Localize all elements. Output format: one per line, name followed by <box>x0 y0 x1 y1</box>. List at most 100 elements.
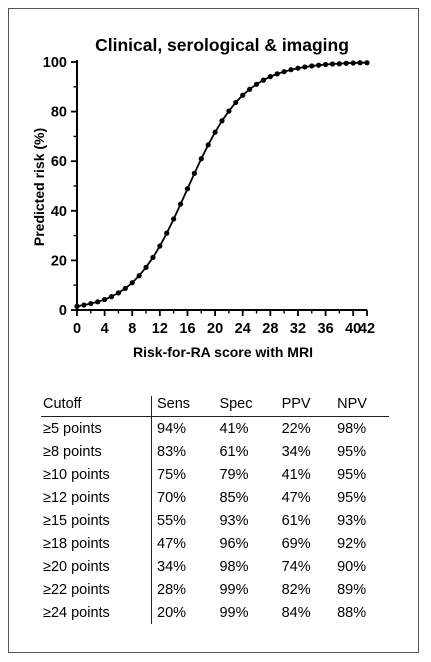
data-point <box>74 303 80 309</box>
cell-spec: 41% <box>219 420 249 437</box>
x-tick-label: 24 <box>235 321 251 337</box>
figure-frame <box>8 8 419 653</box>
data-point <box>219 118 225 124</box>
data-point <box>350 60 356 66</box>
cell-ppv: 22% <box>281 420 311 437</box>
y-tick-label: 80 <box>51 105 67 121</box>
series-line <box>76 61 367 308</box>
data-point <box>102 296 108 303</box>
cell-npv: 92% <box>337 535 367 552</box>
cell-spec: 96% <box>219 535 249 552</box>
data-point <box>302 64 308 70</box>
data-point <box>212 129 218 135</box>
y-tick-label: 60 <box>51 154 67 170</box>
cell-cutoff: ≥22 points <box>43 581 110 598</box>
cell-ppv: 69% <box>281 535 311 552</box>
cell-cutoff: ≥24 points <box>43 604 110 621</box>
data-point <box>295 65 301 71</box>
cell-sens: 94% <box>151 416 215 440</box>
x-tick-label: 20 <box>207 321 223 337</box>
cell-sens: 55% <box>151 509 215 532</box>
cell-cutoff: ≥15 points <box>43 512 110 529</box>
data-point <box>122 285 128 292</box>
data-point <box>226 108 232 114</box>
cell-cutoff: ≥10 points <box>43 466 110 483</box>
table-row: ≥12 points 70% 85% 47% 95% <box>41 486 389 509</box>
y-tick-label: 100 <box>43 55 67 71</box>
y-tick-label: 40 <box>51 204 67 220</box>
data-point <box>343 60 349 66</box>
table-row: ≥24 points 20% 99% 84% 88% <box>41 601 389 624</box>
data-point <box>81 302 87 308</box>
data-point <box>364 60 370 66</box>
chart-title: Clinical, serological & imaging <box>95 35 349 55</box>
data-point <box>205 142 211 148</box>
data-point <box>233 99 239 106</box>
data-point <box>95 299 101 305</box>
table-row: ≥8 points 83% 61% 34% 95% <box>41 440 389 463</box>
data-point <box>240 92 246 98</box>
data-point <box>357 60 363 66</box>
cell-sens: 75% <box>151 463 215 486</box>
data-point <box>108 294 115 300</box>
table-row: ≥20 points 34% 98% 74% 90% <box>41 555 389 578</box>
table-header-row: Cutoff Sens Spec PPV NPV <box>41 396 389 417</box>
header-npv: NPV <box>332 396 389 417</box>
cell-ppv: 61% <box>281 512 311 529</box>
y-tick-label: 0 <box>59 303 67 319</box>
table-row: ≥5 points 94% 41% 22% 98% <box>41 416 389 440</box>
header-spec: Spec <box>214 396 277 417</box>
cell-spec: 93% <box>219 512 249 529</box>
header-cutoff: Cutoff <box>41 396 152 417</box>
data-point <box>336 61 342 67</box>
cell-sens: 20% <box>151 601 215 624</box>
data-point <box>136 273 142 279</box>
x-tick-label: 28 <box>262 321 278 337</box>
cell-sens: 83% <box>151 440 215 463</box>
data-point <box>247 86 253 92</box>
cell-ppv: 34% <box>281 443 311 460</box>
data-point <box>288 67 294 73</box>
cell-spec: 98% <box>219 558 249 575</box>
data-point <box>177 201 184 207</box>
y-tick-label: 20 <box>51 253 67 269</box>
cell-sens: 34% <box>151 555 215 578</box>
data-point <box>198 156 204 162</box>
cell-cutoff: ≥12 points <box>43 489 110 506</box>
data-point <box>129 280 135 286</box>
cell-sens: 28% <box>151 578 215 601</box>
data-point <box>267 74 273 80</box>
table-row: ≥18 points 47% 96% 69% 92% <box>41 532 389 555</box>
data-point <box>164 230 170 236</box>
x-tick-label: 32 <box>290 321 306 337</box>
data-point <box>281 69 287 75</box>
cell-spec: 99% <box>219 581 249 598</box>
data-point <box>329 61 336 67</box>
data-point <box>253 81 260 87</box>
table-row: ≥10 points 75% 79% 41% 95% <box>41 463 389 486</box>
x-tick-label: 40 <box>345 321 361 337</box>
x-tick-label: 36 <box>318 321 334 337</box>
cell-cutoff: ≥18 points <box>43 535 110 552</box>
cell-npv: 88% <box>337 604 367 621</box>
cell-ppv: 82% <box>281 581 311 598</box>
data-point <box>191 170 197 176</box>
cell-ppv: 84% <box>281 604 311 621</box>
x-tick-label: 16 <box>179 321 195 337</box>
cell-ppv: 41% <box>281 466 311 483</box>
table-row: ≥22 points 28% 99% 82% 89% <box>41 578 389 601</box>
cell-ppv: 47% <box>281 489 311 506</box>
header-ppv: PPV <box>276 396 333 417</box>
x-tick-label: 42 <box>359 321 375 337</box>
cutoff-table-container: Cutoff Sens Spec PPV NPV ≥5 points 94% 4… <box>41 396 389 624</box>
cell-npv: 95% <box>337 443 367 460</box>
x-tick-label: 4 <box>101 321 109 337</box>
risk-curve-chart: Clinical, serological & imaging Predicte… <box>31 35 375 360</box>
cutoff-table: Cutoff Sens Spec PPV NPV ≥5 points 94% 4… <box>41 396 389 624</box>
data-point <box>150 254 156 261</box>
data-point <box>316 62 322 68</box>
data-point <box>88 300 94 307</box>
cell-npv: 93% <box>337 512 367 529</box>
data-point <box>322 61 329 68</box>
cell-cutoff: ≥5 points <box>43 420 102 437</box>
